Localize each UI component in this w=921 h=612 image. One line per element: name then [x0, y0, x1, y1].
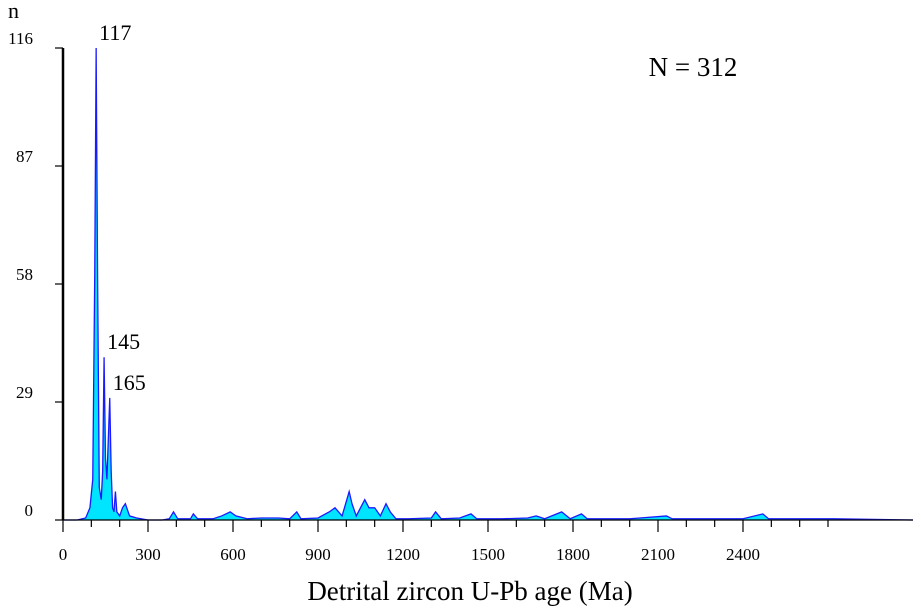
y-tick-label: 58: [16, 265, 33, 284]
x-tick-label: 1200: [386, 545, 420, 564]
y-tick-label: 87: [16, 147, 34, 166]
y-tick-label: 116: [8, 29, 33, 48]
x-tick-label: 300: [135, 545, 161, 564]
y-axis-label: n: [8, 0, 19, 23]
x-axis-label: Detrital zircon U-Pb age (Ma): [307, 576, 632, 606]
area-line: [63, 47, 914, 521]
x-tick-label: 900: [305, 545, 331, 564]
x-tick-label: 1800: [556, 545, 590, 564]
x-tick-label: 0: [59, 545, 68, 564]
peak-label: 117: [99, 20, 131, 45]
peak-label: 165: [113, 370, 146, 395]
x-tick-label: 600: [220, 545, 246, 564]
x-tick-label: 2100: [641, 545, 675, 564]
area-fill: [63, 48, 913, 520]
annotation: N = 312: [649, 52, 738, 82]
y-tick-label: 0: [25, 501, 34, 520]
y-tick-label: 29: [16, 383, 33, 402]
x-tick-label: 2400: [726, 545, 760, 564]
peak-label: 145: [107, 329, 140, 354]
x-tick-label: 1500: [471, 545, 505, 564]
